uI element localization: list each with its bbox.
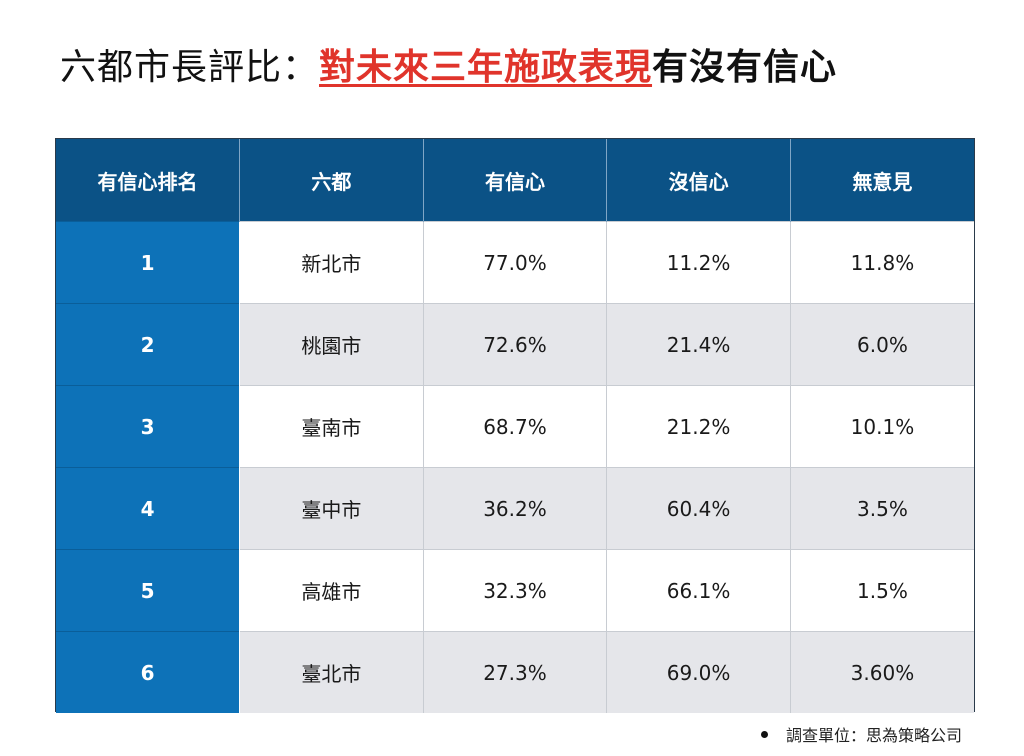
results-table-container: 有信心排名 六都 有信心 沒信心 無意見 1 新北市 77.0% 11.2% 1… (55, 138, 975, 713)
no-opinion-cell: 10.1% (790, 385, 974, 468)
rank-cell: 5 (56, 549, 241, 632)
table-row: 2 桃園市 72.6% 21.4% 6.0% (56, 303, 974, 386)
city-cell: 桃園市 (239, 303, 424, 386)
no-opinion-cell: 6.0% (790, 303, 974, 386)
rank-cell: 3 (56, 385, 241, 468)
source-text: 調查單位：思為策略公司 (785, 726, 962, 745)
table-row: 3 臺南市 68.7% 21.2% 10.1% (56, 385, 974, 468)
not-confident-cell: 60.4% (606, 467, 791, 550)
confident-cell: 32.3% (423, 549, 608, 632)
rank-cell: 6 (56, 631, 241, 713)
not-confident-cell: 21.4% (606, 303, 791, 386)
confident-cell: 77.0% (423, 221, 608, 304)
not-confident-cell: 11.2% (606, 221, 791, 304)
results-table: 有信心排名 六都 有信心 沒信心 無意見 1 新北市 77.0% 11.2% 1… (56, 139, 974, 713)
confident-cell: 68.7% (423, 385, 608, 468)
no-opinion-cell: 1.5% (790, 549, 974, 632)
rank-cell: 4 (56, 467, 241, 550)
confident-cell: 36.2% (423, 467, 608, 550)
no-opinion-cell: 11.8% (790, 221, 974, 304)
city-cell: 臺北市 (239, 631, 424, 713)
city-cell: 新北市 (239, 221, 424, 304)
city-cell: 臺中市 (239, 467, 424, 550)
not-confident-cell: 66.1% (606, 549, 791, 632)
confident-cell: 72.6% (423, 303, 608, 386)
title-suffix: 有沒有信心 (652, 47, 838, 88)
rank-cell: 2 (56, 303, 241, 386)
no-opinion-cell: 3.60% (790, 631, 974, 713)
column-header-not-confident: 沒信心 (606, 139, 791, 222)
rank-cell: 1 (56, 221, 241, 304)
page-title: 六都市長評比：對未來三年施政表現有沒有信心 (60, 44, 837, 92)
table-row: 5 高雄市 32.3% 66.1% 1.5% (56, 549, 974, 632)
not-confident-cell: 21.2% (606, 385, 791, 468)
confident-cell: 27.3% (423, 631, 608, 713)
table-row: 1 新北市 77.0% 11.2% 11.8% (56, 221, 974, 304)
column-header-no-opinion: 無意見 (790, 139, 974, 222)
column-header-rank: 有信心排名 (56, 139, 241, 222)
table-header-row: 有信心排名 六都 有信心 沒信心 無意見 (56, 139, 974, 222)
table-row: 4 臺中市 36.2% 60.4% 3.5% (56, 467, 974, 550)
title-highlight: 對未來三年施政表現 (319, 47, 653, 88)
source-note: 調查單位：思為策略公司 (760, 722, 962, 746)
table-row: 6 臺北市 27.3% 69.0% 3.60% (56, 631, 974, 713)
column-header-city: 六都 (239, 139, 424, 222)
not-confident-cell: 69.0% (606, 631, 791, 713)
bullet-icon (760, 731, 768, 738)
city-cell: 高雄市 (239, 549, 424, 632)
city-cell: 臺南市 (239, 385, 424, 468)
no-opinion-cell: 3.5% (790, 467, 974, 550)
column-header-confident: 有信心 (423, 139, 608, 222)
title-prefix: 六都市長評比： (60, 47, 320, 88)
